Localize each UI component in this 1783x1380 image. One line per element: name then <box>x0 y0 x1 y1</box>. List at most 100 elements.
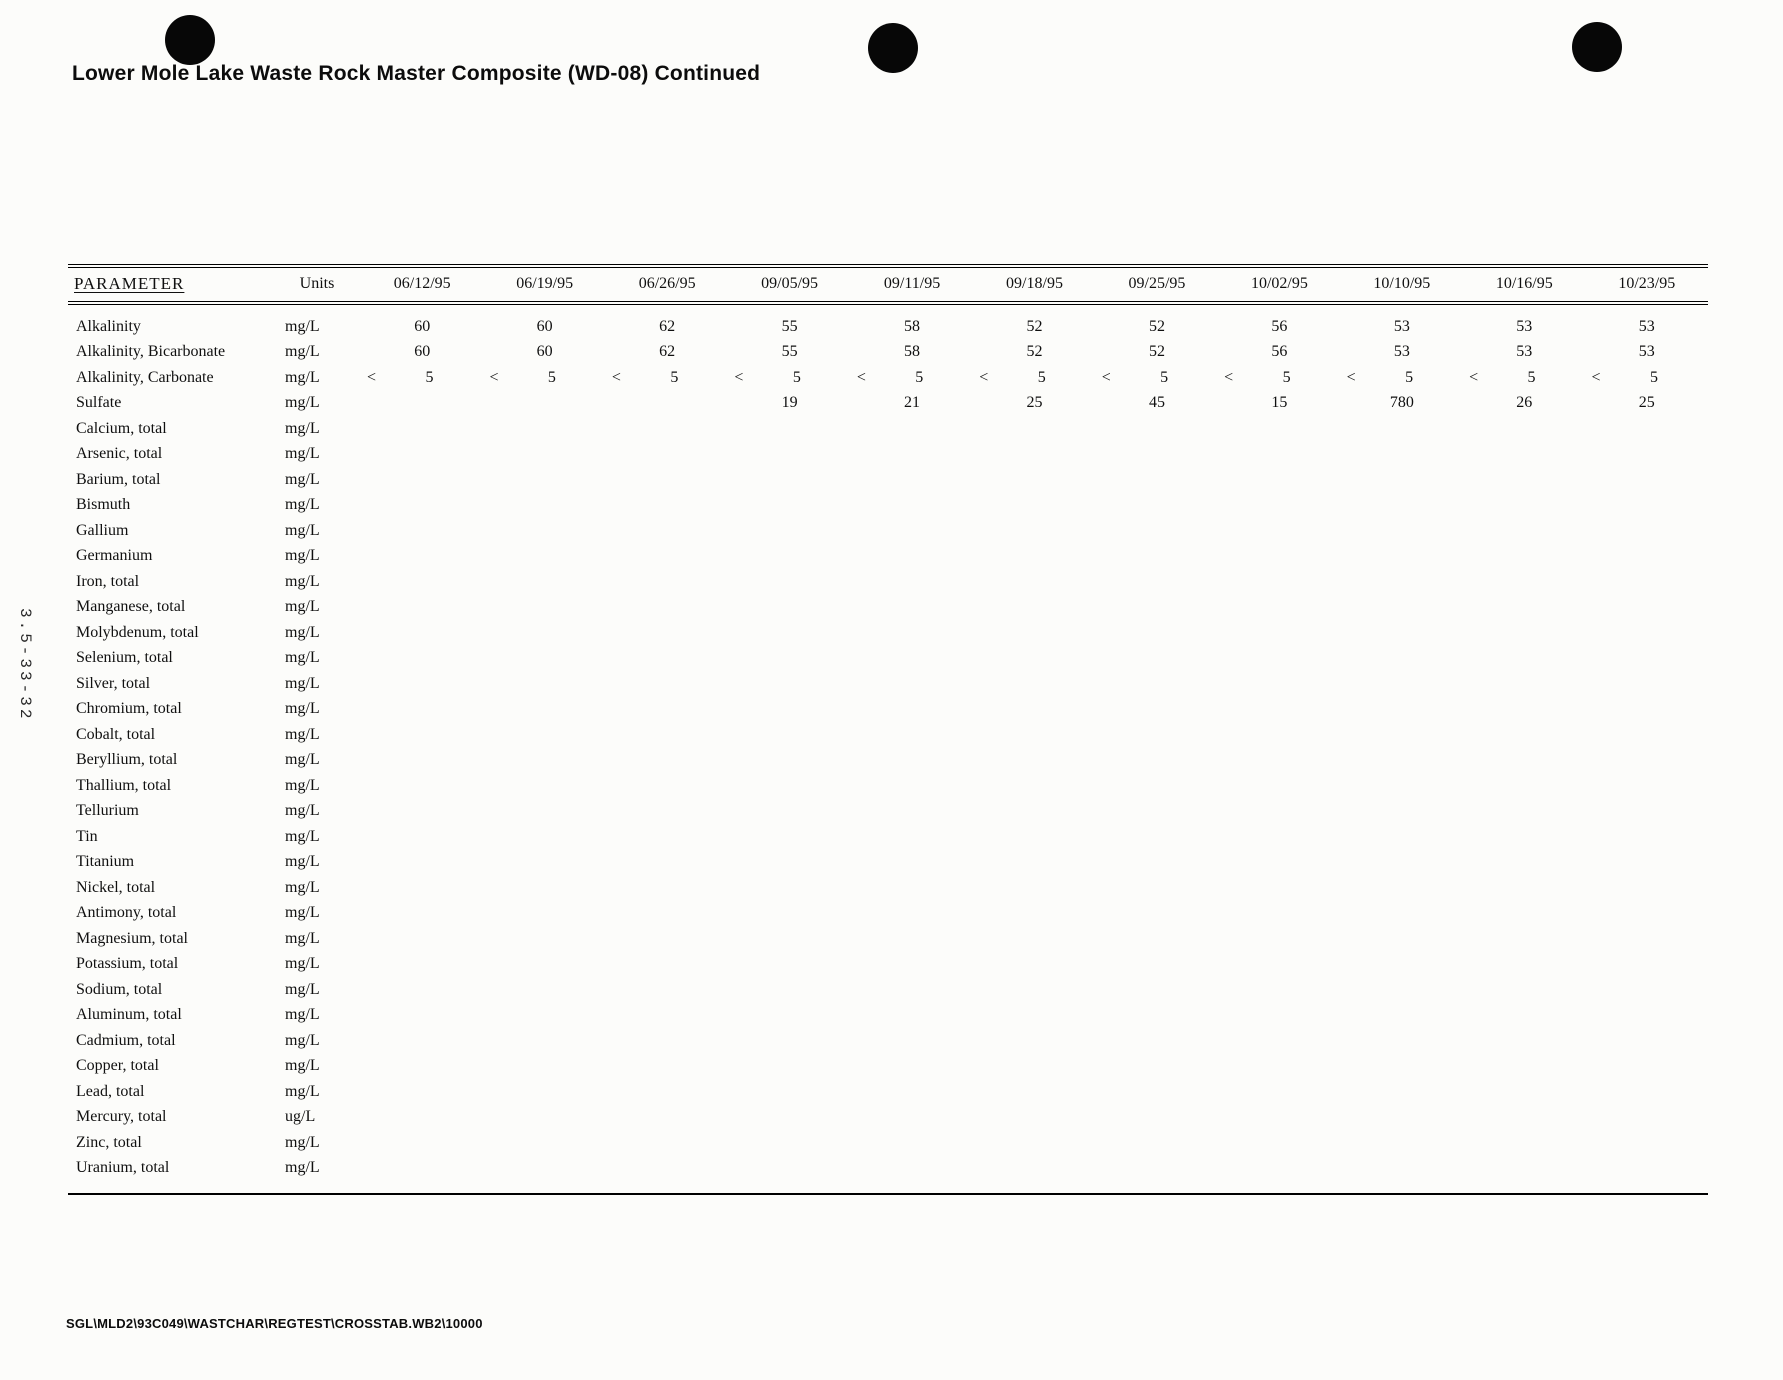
data-value: 53 <box>1393 343 1410 361</box>
data-value: 55 <box>781 343 798 361</box>
parameter-name: Iron, total <box>76 572 140 590</box>
data-value: 53 <box>1393 317 1410 335</box>
data-value: <5 <box>1463 369 1585 387</box>
units-value: mg/L <box>285 1006 320 1024</box>
table-row: Alkalinity, Carbonate mg/L <5 <5 <5 <5 <5 <5 <5 <… <box>68 365 1708 391</box>
table-row: Calcium, total mg/L <box>68 416 1708 442</box>
hole-punch-mark <box>1572 22 1622 72</box>
data-value: 19 <box>781 394 798 412</box>
date-column-header: 10/16/95 <box>1495 275 1553 292</box>
data-value: <5 <box>973 369 1095 387</box>
units-value: mg/L <box>285 751 320 769</box>
data-value: 56 <box>1271 317 1288 335</box>
parameter-name: Molybdenum, total <box>76 623 199 641</box>
parameter-name: Germanium <box>76 547 153 565</box>
data-value: 53 <box>1516 317 1533 335</box>
data-value: 60 <box>536 343 553 361</box>
parameter-name: Lead, total <box>76 1082 145 1100</box>
data-value: 52 <box>1148 343 1165 361</box>
data-value: 53 <box>1516 343 1533 361</box>
table-header-row: PARAMETER Units 06/12/95 06/19/95 06/26/95… <box>68 264 1708 305</box>
less-than-qualifier: < <box>611 368 621 386</box>
parameter-name: Arsenic, total <box>76 445 163 463</box>
units-value: mg/L <box>285 725 320 743</box>
parameter-name: Uranium, total <box>76 1159 170 1177</box>
parameter-name: Alkalinity, Carbonate <box>76 368 214 386</box>
table-row: Uranium, total mg/L <box>68 1156 1708 1182</box>
table-row: Nickel, total mg/L <box>68 875 1708 901</box>
units-value: ug/L <box>285 1108 316 1126</box>
hole-punch-mark <box>165 15 215 65</box>
parameter-name: Silver, total <box>76 674 151 692</box>
table-row: Aluminum, total mg/L <box>68 1003 1708 1029</box>
parameter-name: Bismuth <box>76 496 131 514</box>
units-value: mg/L <box>285 445 320 463</box>
data-value: <5 <box>606 369 728 387</box>
less-than-qualifier: < <box>1101 368 1111 386</box>
data-value: 52 <box>1148 317 1165 335</box>
table-row: Arsenic, total mg/L <box>68 442 1708 468</box>
units-value: mg/L <box>285 904 320 922</box>
table-row: Zinc, total mg/L <box>68 1130 1708 1156</box>
parameter-name: Gallium <box>76 521 129 539</box>
qualified-number: 5 <box>1405 368 1414 386</box>
data-value: 60 <box>536 317 553 335</box>
units-value: mg/L <box>285 700 320 718</box>
parameter-column-header: PARAMETER <box>74 274 185 293</box>
parameter-name: Alkalinity, Bicarbonate <box>76 343 226 361</box>
data-value: 780 <box>1389 394 1414 412</box>
table-row: Thallium, total mg/L <box>68 773 1708 799</box>
parameter-name: Tin <box>76 827 98 845</box>
less-than-qualifier: < <box>1346 368 1356 386</box>
date-column-header: 09/18/95 <box>1006 275 1063 292</box>
units-value: mg/L <box>285 598 320 616</box>
units-column-header: Units <box>299 275 335 292</box>
units-value: mg/L <box>285 674 320 692</box>
table-row: Barium, total mg/L <box>68 467 1708 493</box>
units-value: mg/L <box>285 980 320 998</box>
date-column-header: 10/02/95 <box>1250 275 1308 292</box>
date-column-header: 10/23/95 <box>1618 275 1676 292</box>
data-value: 52 <box>1026 343 1043 361</box>
date-column-header: 06/26/95 <box>638 275 696 292</box>
table-row: Cobalt, total mg/L <box>68 722 1708 748</box>
date-column-header: 09/11/95 <box>883 275 941 292</box>
less-than-qualifier: < <box>1591 368 1601 386</box>
parameter-name: Beryllium, total <box>76 751 178 769</box>
table-row: Antimony, total mg/L <box>68 901 1708 927</box>
parameter-name: Barium, total <box>76 470 161 488</box>
less-than-qualifier: < <box>734 368 744 386</box>
file-path-footer: SGL\MLD2\93C049\WASTCHAR\REGTEST\CROSSTA… <box>66 1316 483 1331</box>
table-row: Molybdenum, total mg/L <box>68 620 1708 646</box>
parameter-name: Selenium, total <box>76 649 173 667</box>
less-than-qualifier: < <box>1469 368 1479 386</box>
data-value: 60 <box>414 343 431 361</box>
less-than-qualifier: < <box>489 368 499 386</box>
parameter-name: Potassium, total <box>76 955 179 973</box>
qualified-number: 5 <box>915 368 924 386</box>
parameter-name: Mercury, total <box>76 1108 167 1126</box>
table-row: Sulfate mg/L 19 21 25 45 15 780 26 25 <box>68 391 1708 417</box>
parameter-name: Tellurium <box>76 802 139 820</box>
qualified-number: 5 <box>1527 368 1536 386</box>
units-value: mg/L <box>285 343 320 361</box>
units-value: mg/L <box>285 776 320 794</box>
table-row: Selenium, total mg/L <box>68 646 1708 672</box>
table-row: Chromium, total mg/L <box>68 697 1708 723</box>
units-value: mg/L <box>285 547 320 565</box>
data-value: 25 <box>1026 394 1043 412</box>
table-row: Magnesium, total mg/L <box>68 926 1708 952</box>
data-value: 62 <box>659 317 676 335</box>
units-value: mg/L <box>285 1057 320 1075</box>
units-value: mg/L <box>285 1159 320 1177</box>
table-row: Copper, total mg/L <box>68 1054 1708 1080</box>
units-value: mg/L <box>285 1031 320 1049</box>
date-column-header: 06/12/95 <box>393 275 451 292</box>
table-row: Beryllium, total mg/L <box>68 748 1708 774</box>
table-row: Mercury, total ug/L <box>68 1105 1708 1131</box>
parameter-name: Copper, total <box>76 1057 159 1075</box>
data-value: 21 <box>904 394 921 412</box>
qualified-number: 5 <box>670 368 679 386</box>
data-value: <5 <box>1341 369 1463 387</box>
units-value: mg/L <box>285 419 320 437</box>
